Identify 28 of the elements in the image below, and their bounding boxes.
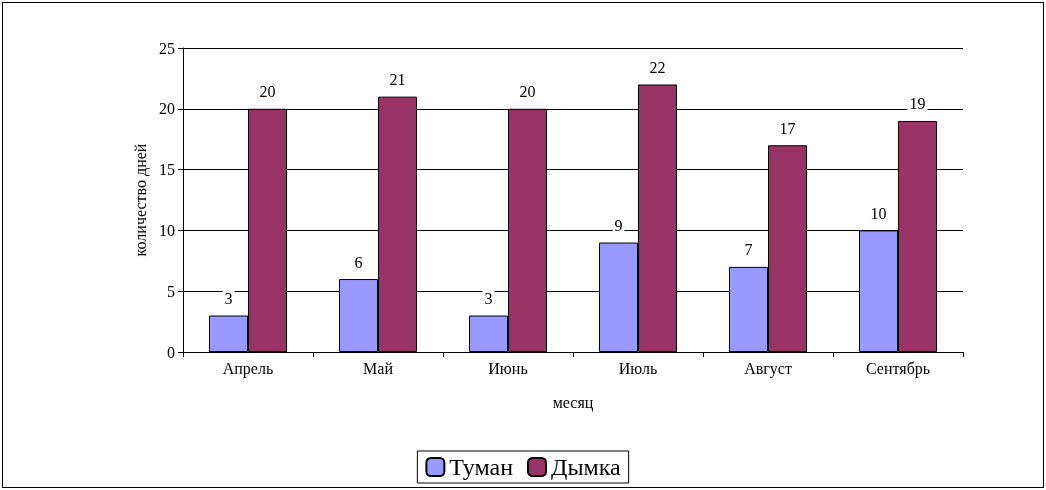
- data-label: 9: [614, 217, 623, 235]
- data-label: 20: [519, 83, 536, 101]
- data-label: 20: [259, 83, 276, 101]
- y-tick-label: 15: [159, 161, 175, 179]
- legend-label: Туман: [449, 454, 514, 480]
- y-tick-label: 20: [159, 100, 175, 118]
- data-label: 7: [744, 241, 753, 259]
- x-tick-label: Май: [363, 359, 394, 377]
- data-label: 21: [389, 71, 406, 89]
- x-tick-label: Август: [744, 359, 792, 378]
- data-label: 19: [909, 95, 926, 113]
- y-axis-title: количество дней: [131, 143, 150, 257]
- x-tick-label: Сентябрь: [865, 359, 931, 378]
- data-label: 3: [484, 290, 493, 308]
- data-label: 3: [224, 290, 233, 308]
- y-tick-label: 10: [159, 221, 175, 239]
- y-tick-label: 5: [167, 282, 175, 300]
- y-tick-label: 0: [167, 343, 175, 361]
- data-label: 22: [649, 58, 666, 76]
- data-label: 17: [779, 119, 796, 137]
- legend-label: Дымка: [551, 454, 621, 480]
- x-tick-label: Июнь: [488, 359, 528, 377]
- x-axis-title: месяц: [552, 393, 594, 412]
- y-tick-label: 25: [159, 39, 175, 57]
- x-tick-label: Июль: [618, 359, 658, 377]
- data-label: 10: [870, 204, 887, 222]
- data-label: 6: [354, 253, 363, 271]
- x-tick-label: Апрель: [222, 359, 274, 378]
